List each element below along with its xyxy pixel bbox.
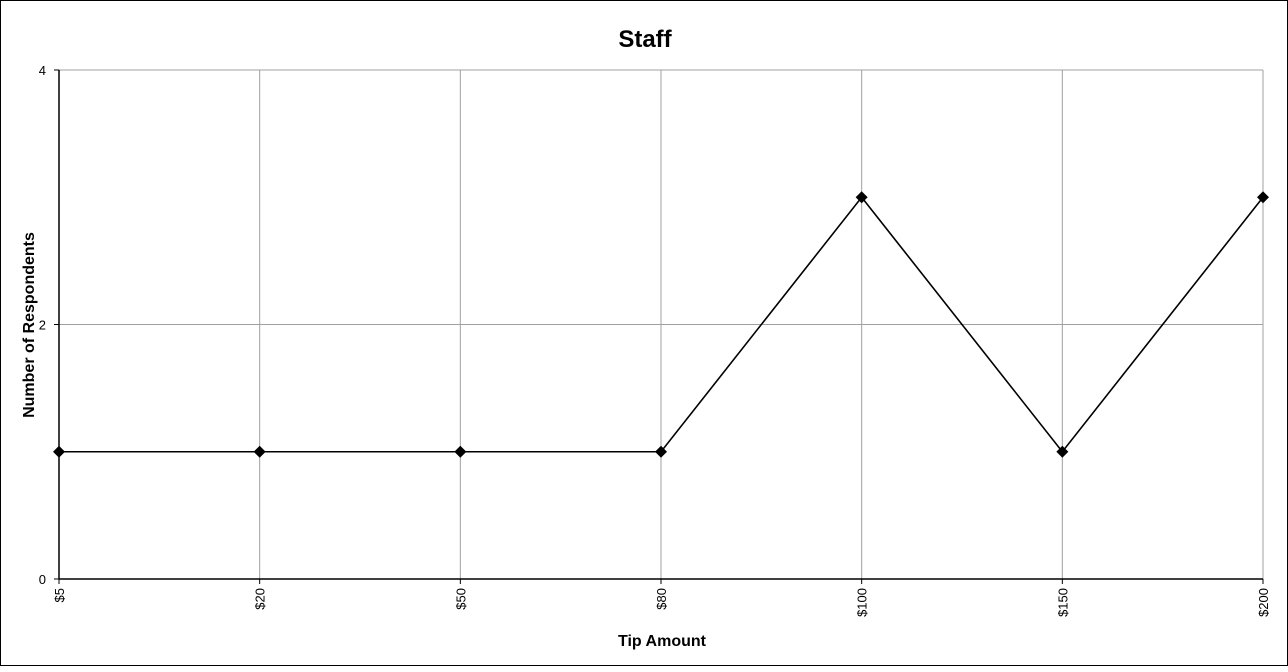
x-tick-label: $20 [253, 588, 268, 610]
x-tick-label: $200 [1256, 588, 1271, 617]
x-tick-label: $50 [453, 588, 468, 610]
tick-labels: 0 2 4 $5 $20 $50 $80 $100 $150 $200 [39, 63, 1271, 617]
x-tick-label: $5 [52, 588, 67, 602]
y-tick-label: 2 [39, 318, 46, 333]
y-axis-title: Number of Respondents [21, 232, 38, 418]
y-tick-label: 4 [39, 63, 46, 78]
x-tick-label: $80 [654, 588, 669, 610]
x-axis-title: Tip Amount [618, 633, 707, 650]
axes [54, 69, 1264, 584]
chart-title: Staff [618, 26, 672, 53]
grid [59, 69, 1264, 579]
data-point-marker [1257, 191, 1269, 204]
data-point-marker [1056, 445, 1069, 458]
data-point-marker [253, 445, 266, 458]
data-point-marker [655, 445, 667, 458]
x-tick-label: $100 [855, 588, 870, 617]
data-point-marker [53, 445, 65, 458]
x-tick-label: $150 [1055, 588, 1070, 617]
y-tick-label: 0 [39, 572, 46, 587]
data-point-marker [454, 445, 467, 458]
data-point-marker [855, 191, 868, 204]
series [53, 191, 1269, 458]
